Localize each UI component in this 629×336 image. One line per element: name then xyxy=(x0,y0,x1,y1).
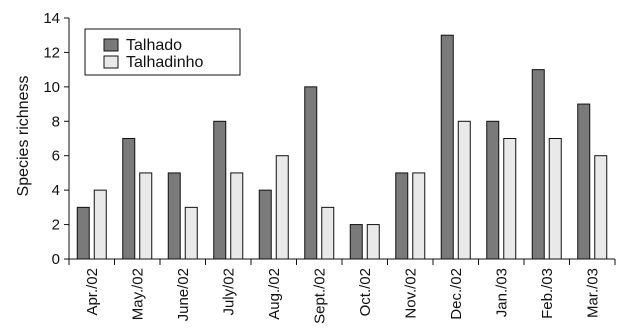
y-axis-label: Species richness xyxy=(15,76,32,197)
x-tick-label: Oct./02 xyxy=(357,268,374,316)
x-tick-label: Apr./02 xyxy=(84,268,101,316)
y-axis: 0 2 4 6 8 10 12 14 xyxy=(43,10,70,268)
x-tick-label: Jan./03 xyxy=(493,268,510,317)
category-labels: Apr./02 May./02 June/02 July/02 Aug./02 Sept.… xyxy=(84,268,602,324)
bar-talhado-aug-02 xyxy=(258,189,272,260)
bar-talhadinho-aug-02 xyxy=(275,155,289,260)
x-tick-label: Dec./02 xyxy=(448,268,465,320)
x-tick-label: Nov./02 xyxy=(402,268,419,319)
x-tick-label: Feb./03 xyxy=(539,268,556,319)
x-tick-label: Sept./02 xyxy=(311,268,328,324)
bar-talhado-sept-02 xyxy=(304,86,318,260)
bar-talhadinho-feb-03 xyxy=(548,138,562,260)
bar-talhado-june-02 xyxy=(167,172,181,260)
bar-talhado-jan-03 xyxy=(486,120,500,260)
bar-talhadinho-june-02 xyxy=(184,206,198,260)
x-tick-label: July/02 xyxy=(220,268,237,316)
legend-swatch-talhadinho xyxy=(103,55,119,69)
bar-talhado-feb-03 xyxy=(531,69,545,260)
bar-talhadinho-july-02 xyxy=(230,172,244,260)
bar-talhado-apr-02 xyxy=(76,206,90,260)
bar-talhado-nov-02 xyxy=(395,172,409,260)
y-tick-label: 10 xyxy=(43,79,60,96)
legend-swatch-talhado xyxy=(103,38,119,52)
bar-talhadinho-jan-03 xyxy=(503,138,517,260)
bar-talhadinho-dec-02 xyxy=(457,120,471,260)
y-tick-label: 12 xyxy=(43,44,60,61)
y-tick-label: 4 xyxy=(52,182,60,199)
x-axis xyxy=(68,258,616,265)
y-tick-label: 6 xyxy=(52,148,60,165)
bar-talhadinho-may-02 xyxy=(139,172,153,260)
bar-talhadinho-nov-02 xyxy=(412,172,426,260)
x-tick-label: May./02 xyxy=(129,268,146,320)
bar-talhadinho-apr-02 xyxy=(93,189,107,260)
y-tick-label: 8 xyxy=(52,113,60,130)
bar-talhado-may-02 xyxy=(122,138,136,260)
y-tick-label: 14 xyxy=(43,10,60,27)
bar-talhado-july-02 xyxy=(213,120,227,260)
bars xyxy=(76,34,608,260)
y-tick-label: 0 xyxy=(52,251,60,268)
x-tick-label: Aug./02 xyxy=(266,268,283,320)
x-tick-label: Mar./03 xyxy=(584,268,601,318)
bar-talhadinho-mar-03 xyxy=(594,155,608,260)
x-tick-label: June/02 xyxy=(175,268,192,321)
bar-talhado-dec-02 xyxy=(440,34,454,260)
bar-talhadinho-sept-02 xyxy=(321,206,335,260)
y-tick-label: 2 xyxy=(52,217,60,234)
bar-talhado-mar-03 xyxy=(577,103,591,260)
bar-talhadinho-oct-02 xyxy=(366,224,380,260)
legend: Talhado Talhadinho xyxy=(84,28,241,76)
bar-talhado-oct-02 xyxy=(349,224,363,260)
legend-label-talhado: Talhado xyxy=(126,37,182,54)
legend-label-talhadinho: Talhadinho xyxy=(126,54,204,71)
